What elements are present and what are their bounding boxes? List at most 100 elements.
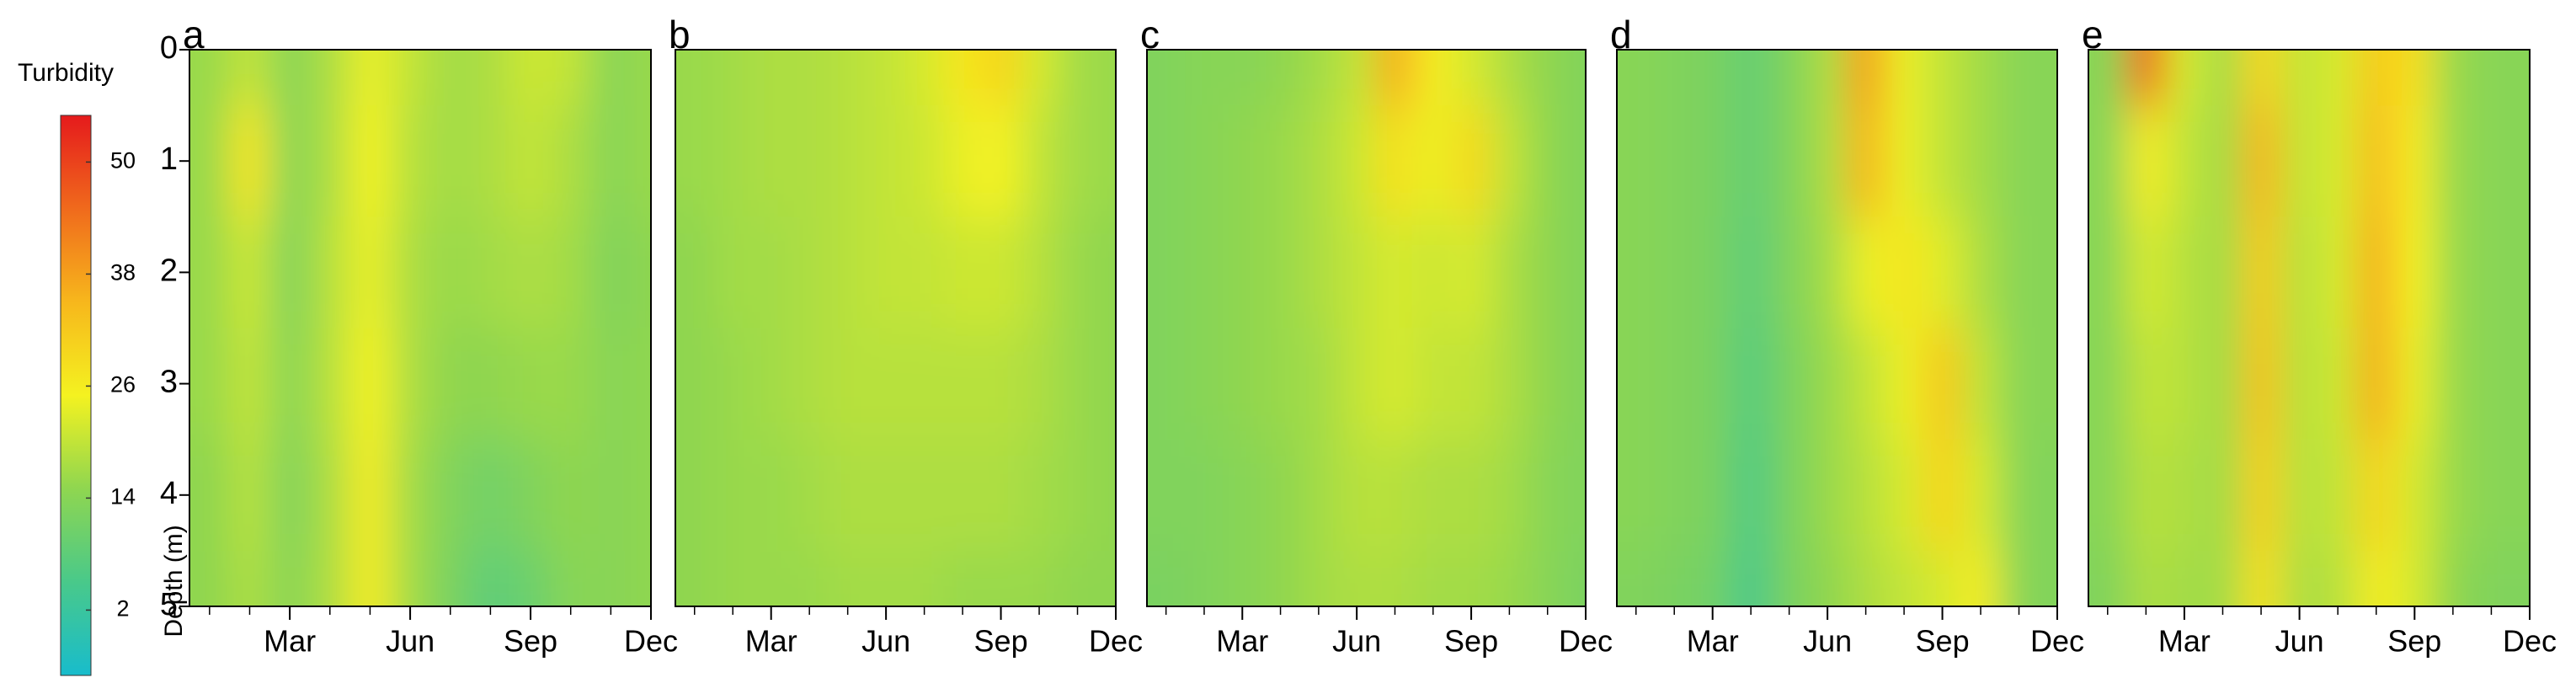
heatmap-cell xyxy=(1617,50,1656,107)
heatmap-cell xyxy=(1261,105,1301,218)
heatmap-cell xyxy=(713,328,753,440)
heatmap-cell xyxy=(390,328,431,440)
heatmap-cell xyxy=(470,216,512,329)
heatmap-cell xyxy=(2165,50,2205,107)
colorbar-label: Turbidity xyxy=(18,59,114,87)
heatmap-cell xyxy=(1452,216,1491,329)
heatmap-cells xyxy=(189,50,651,606)
heatmap-cell xyxy=(1452,439,1491,552)
heatmap-cell xyxy=(2038,216,2057,329)
colorbar xyxy=(60,115,92,676)
heatmap-cell xyxy=(867,50,906,107)
heatmap-cell xyxy=(1096,50,1116,107)
heatmap-cell xyxy=(349,328,392,440)
heatmap-cell xyxy=(2318,105,2358,218)
heatmap-cell xyxy=(904,550,945,606)
heatmap-cell xyxy=(1414,328,1453,440)
heatmap-cell xyxy=(2280,328,2320,440)
heatmap-cell xyxy=(470,328,512,440)
heatmap-cell xyxy=(867,105,906,218)
plot-frame xyxy=(2088,49,2531,607)
heatmap-cell xyxy=(1299,328,1339,440)
heatmap-cell xyxy=(590,105,632,218)
heatmap-cell xyxy=(981,50,1021,107)
heatmap-cell xyxy=(943,439,983,552)
heatmap-cell xyxy=(2126,439,2167,552)
heatmap-cell xyxy=(2434,216,2473,329)
heatmap-cell xyxy=(2318,550,2358,606)
heatmap-cell xyxy=(1223,50,1262,107)
heatmap-cell xyxy=(1808,50,1848,107)
plot-frame xyxy=(189,49,652,607)
heatmap-cell xyxy=(631,328,651,440)
heatmap-cell xyxy=(1923,50,1963,107)
heatmap-cell xyxy=(1846,328,1886,440)
heatmap-cell xyxy=(675,50,715,107)
heatmap-cell xyxy=(1452,550,1491,606)
x-tick-label: Jun xyxy=(386,624,435,659)
heatmap-cell xyxy=(1961,105,2001,218)
heatmap-cell xyxy=(2356,216,2397,329)
heatmap-cell xyxy=(1693,105,1733,218)
heatmap-cell xyxy=(1452,328,1491,440)
y-tick-label: 0 xyxy=(160,30,178,66)
heatmap-cell xyxy=(550,105,592,218)
heatmap-cell xyxy=(1147,328,1187,440)
x-tick-label: Dec xyxy=(2030,624,2084,659)
heatmap-cell xyxy=(1655,50,1694,107)
heatmap-cell xyxy=(2088,439,2128,552)
heatmap-cell xyxy=(1414,50,1453,107)
heatmap-cell xyxy=(470,550,512,606)
heatmap-cell xyxy=(2472,50,2512,107)
heatmap-cell xyxy=(1693,216,1733,329)
heatmap-cell xyxy=(1414,550,1453,606)
heatmap-cell xyxy=(751,439,792,552)
heatmap-cell xyxy=(2356,50,2397,107)
colorbar-tick-label: 14 xyxy=(110,484,136,510)
heatmap-cell xyxy=(1999,105,2040,218)
heatmap-cell xyxy=(981,105,1021,218)
heatmap-cell xyxy=(1337,216,1377,329)
heatmap-cell xyxy=(631,105,651,218)
heatmap-cell xyxy=(1147,105,1187,218)
x-tick-label: Dec xyxy=(1559,624,1613,659)
heatmap-cell xyxy=(590,50,632,107)
heatmap-cell xyxy=(1414,105,1453,218)
heatmap-cell xyxy=(675,439,715,552)
heatmap-cell xyxy=(349,105,392,218)
heatmap-cell xyxy=(1999,439,2040,552)
heatmap-cell xyxy=(2088,105,2128,218)
heatmap-cell xyxy=(713,550,753,606)
plot-frame xyxy=(675,49,1117,607)
heatmap-cell xyxy=(2318,50,2358,107)
x-tick-label: Sep xyxy=(974,624,1028,659)
heatmap-cell xyxy=(1528,328,1568,440)
heatmap-cell xyxy=(2395,50,2435,107)
heatmap-cell xyxy=(1617,328,1656,440)
heatmap-cell xyxy=(631,439,651,552)
heatmap-cell xyxy=(1769,216,1810,329)
heatmap-cell xyxy=(2434,105,2473,218)
heatmap-cell xyxy=(2472,216,2512,329)
colorbar-tick-label: 38 xyxy=(110,260,136,285)
heatmap-cell xyxy=(2472,550,2512,606)
heatmap-cell xyxy=(828,550,868,606)
heatmap-cell xyxy=(1999,328,2040,440)
heatmap-cell xyxy=(867,550,906,606)
x-tick-label: Mar xyxy=(745,624,797,659)
heatmap-cell xyxy=(790,439,829,552)
heatmap-cell xyxy=(2165,105,2205,218)
heatmap-cell xyxy=(269,439,311,552)
heatmap-cell xyxy=(1961,50,2001,107)
heatmap-cell xyxy=(867,328,906,440)
heatmap-cells xyxy=(2088,50,2530,606)
heatmap-cell xyxy=(1808,328,1848,440)
heatmap-cell xyxy=(1299,216,1339,329)
heatmap-cell xyxy=(675,550,715,606)
x-tick-label: Jun xyxy=(1803,624,1852,659)
heatmap-cell xyxy=(1375,439,1416,552)
heatmap-cell xyxy=(189,550,231,606)
heatmap-cell xyxy=(1337,50,1377,107)
heatmap-cell xyxy=(1961,550,2001,606)
heatmap-cell xyxy=(1566,550,1586,606)
